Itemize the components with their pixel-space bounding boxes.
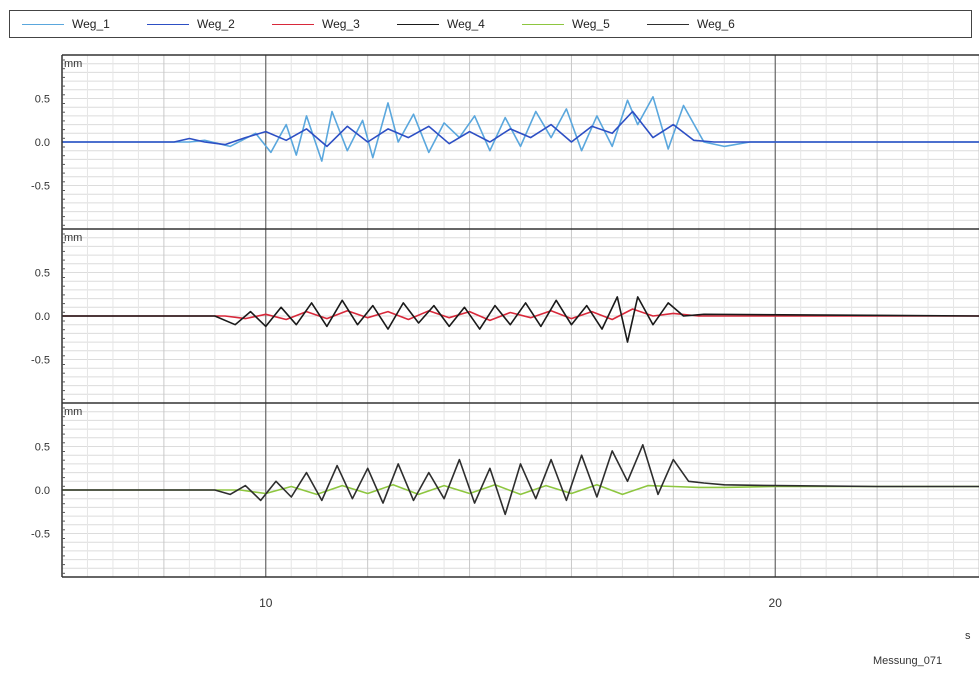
legend-item: Weg_3 bbox=[272, 11, 360, 37]
legend-swatch bbox=[22, 23, 64, 25]
x-axis-unit: s bbox=[965, 630, 971, 642]
y-tick-label: 0.0 bbox=[35, 311, 50, 323]
legend-label: Weg_5 bbox=[572, 17, 610, 31]
y-tick-label: 0.5 bbox=[35, 94, 50, 106]
measurement-name: Messung_071 bbox=[873, 655, 943, 667]
y-tick-label: 0.0 bbox=[35, 137, 50, 149]
legend-item: Weg_4 bbox=[397, 11, 485, 37]
legend-label: Weg_2 bbox=[197, 17, 235, 31]
y-axis-unit: mm bbox=[64, 406, 82, 418]
legend-item: Weg_6 bbox=[647, 11, 735, 37]
y-tick-label: -0.5 bbox=[31, 355, 50, 367]
y-axis-unit: mm bbox=[64, 232, 82, 244]
legend-label: Weg_3 bbox=[322, 17, 360, 31]
legend-swatch bbox=[397, 23, 439, 25]
legend-swatch bbox=[147, 23, 189, 25]
x-tick-label: 10 bbox=[259, 596, 273, 610]
legend-item: Weg_2 bbox=[147, 11, 235, 37]
legend-label: Weg_1 bbox=[72, 17, 110, 31]
x-tick-label: 20 bbox=[769, 596, 783, 610]
legend-swatch bbox=[522, 23, 564, 25]
y-tick-label: 0.5 bbox=[35, 268, 50, 280]
legend-label: Weg_4 bbox=[447, 17, 485, 31]
y-tick-label: -0.5 bbox=[31, 181, 50, 193]
legend-item: Weg_1 bbox=[22, 11, 110, 37]
y-tick-label: -0.5 bbox=[31, 529, 50, 541]
series-line-weg-2 bbox=[62, 110, 979, 148]
series-line-weg-6 bbox=[62, 443, 979, 516]
legend-item: Weg_5 bbox=[522, 11, 610, 37]
legend-swatch bbox=[272, 23, 314, 25]
series-line-weg-4 bbox=[62, 296, 979, 343]
legend-label: Weg_6 bbox=[697, 17, 735, 31]
legend-swatch bbox=[647, 23, 689, 25]
chart-legend: Weg_1 Weg_2 Weg_3 Weg_4 Weg_5 Weg_6 bbox=[9, 10, 972, 38]
y-axis-unit: mm bbox=[64, 58, 82, 70]
y-tick-label: 0.0 bbox=[35, 485, 50, 497]
y-tick-label: 0.5 bbox=[35, 442, 50, 454]
